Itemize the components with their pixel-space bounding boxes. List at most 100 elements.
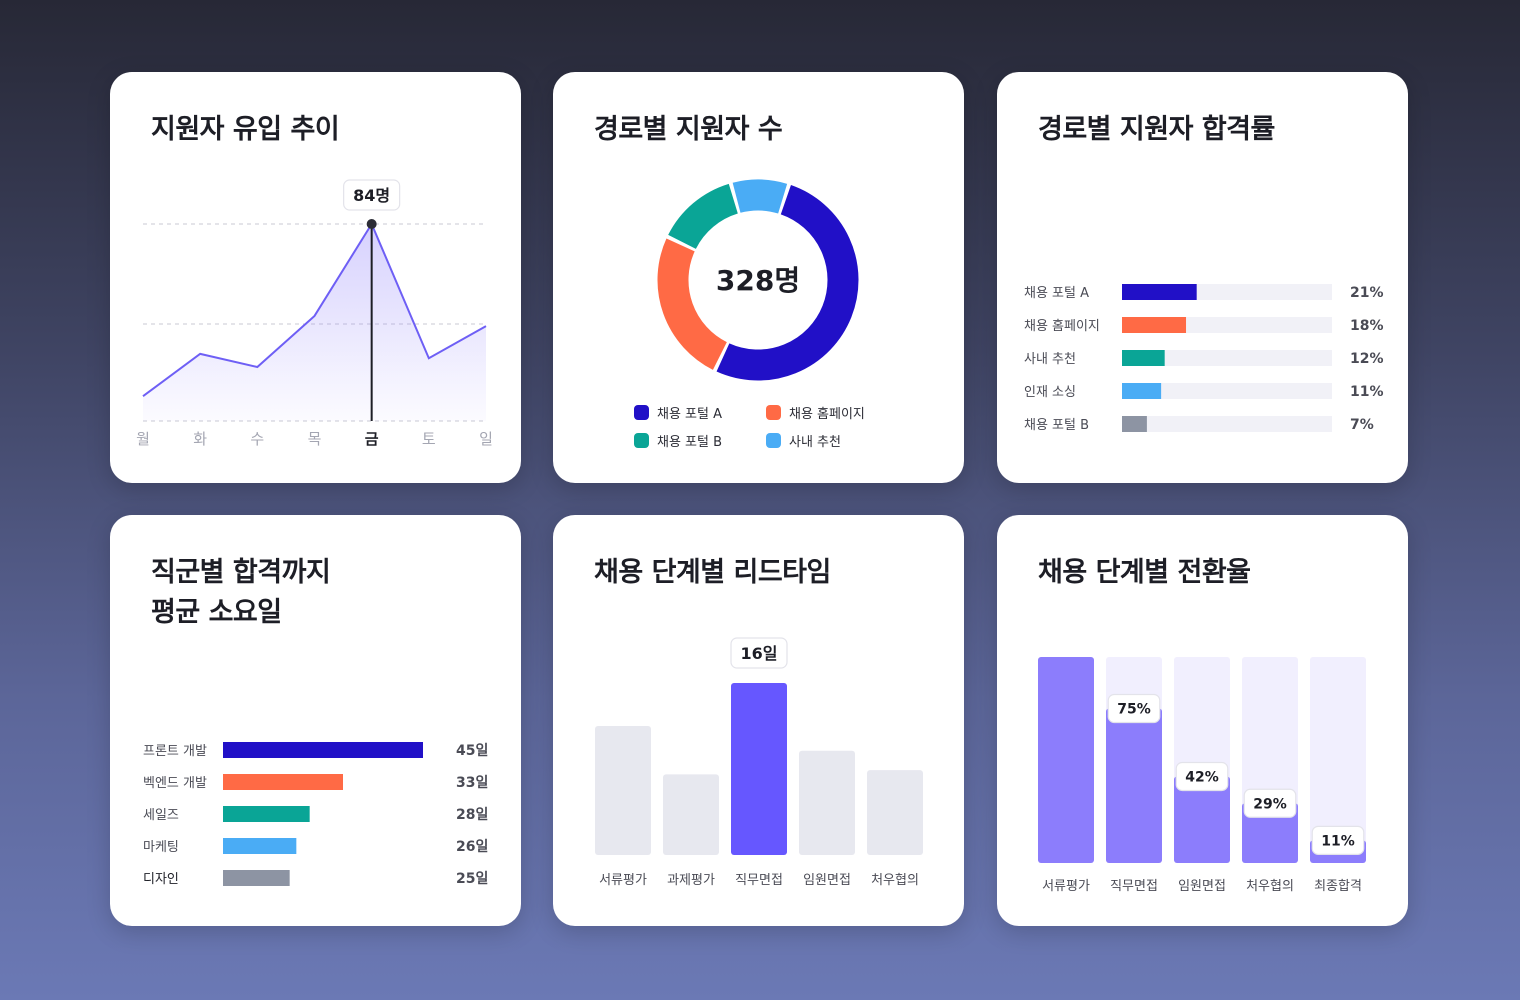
- bar-track: [1122, 416, 1332, 432]
- x-tick-label: 서류평가: [1042, 879, 1090, 894]
- card-pass-rate: 경로별 지원자 합격률 채용 포털 A 21% 채용 홈페이지 18% 사내 추천 12%…: [997, 72, 1408, 483]
- value-badge: [1243, 788, 1297, 818]
- legend-swatch: [634, 433, 649, 448]
- category-label: 디자인: [143, 872, 179, 887]
- value-label: 45일: [456, 743, 488, 759]
- value-label: 11%: [1350, 384, 1384, 400]
- x-tick-label: 임원면접: [803, 873, 851, 888]
- bar: [1122, 317, 1187, 333]
- category-label: 프론트 개발: [143, 744, 207, 759]
- bar-track: [1122, 350, 1332, 366]
- card-applicant-trend: 지원자 유입 추이 84명 월 화 수 목 금 토 일: [110, 72, 521, 483]
- legend-item: 채용 포털 B: [634, 431, 722, 450]
- category-label: 마케팅: [143, 840, 179, 855]
- category-label: 세일즈: [143, 808, 179, 823]
- data-point: [366, 219, 377, 229]
- x-tick-label: 월: [136, 430, 150, 448]
- center-total: 328명: [716, 264, 800, 297]
- donut-slice: [668, 183, 739, 250]
- data-label: 16일: [741, 644, 778, 663]
- data-label: 29%: [1253, 796, 1287, 812]
- bar: [223, 838, 297, 854]
- data-label: 75%: [1117, 702, 1151, 718]
- value-badge: [343, 179, 401, 211]
- bar: [223, 806, 310, 822]
- card-title: 경로별 지원자 합격률: [1038, 114, 1275, 145]
- x-tick-label: 수: [250, 430, 264, 448]
- category-label: 벡엔드 개발: [143, 776, 207, 791]
- legend-swatch: [766, 405, 781, 420]
- bar: [663, 774, 719, 855]
- bar: [1122, 383, 1162, 399]
- category-label: 채용 포털 A: [1024, 286, 1089, 301]
- value-label: 7%: [1350, 417, 1374, 433]
- bar: [867, 770, 923, 855]
- bar: [1242, 803, 1298, 863]
- x-tick-label: 직무면접: [1110, 879, 1158, 894]
- category-label: 인재 소싱: [1024, 385, 1076, 400]
- donut-chart: 328명: [657, 179, 859, 381]
- bar: [1122, 284, 1197, 300]
- bar: [1106, 708, 1162, 863]
- card-leadtime: 채용 단계별 리드타임 서류평가 과제평가 직무면접 16일 임원면접 처우협의: [553, 515, 964, 926]
- card-title: 지원자 유입 추이: [151, 114, 340, 145]
- bar: [223, 742, 423, 758]
- legend-item: 채용 포털 A: [634, 403, 722, 422]
- x-tick-label: 처우협의: [1246, 879, 1294, 894]
- area-fill: [143, 224, 486, 421]
- donut-slice: [657, 238, 728, 370]
- x-tick-label: 과제평가: [667, 873, 715, 888]
- bar: [223, 774, 343, 790]
- x-tick-label: 임원면접: [1178, 879, 1226, 894]
- bar: [595, 726, 651, 855]
- x-tick-label: 일: [479, 430, 493, 448]
- bar-chart: 서류평가 직무면접 75% 임원면접 42% 처우협의 29% 최종합격 11%: [1038, 657, 1366, 894]
- card-title: 채용 단계별 전환율: [1038, 557, 1251, 588]
- category-label: 사내 추천: [1024, 352, 1076, 367]
- bar: [223, 870, 290, 886]
- legend-label: 채용 포털 A: [657, 407, 722, 422]
- value-badge: [1107, 693, 1161, 724]
- x-tick-label: 목: [308, 430, 322, 448]
- x-tick-label: 최종합격: [1314, 879, 1362, 894]
- value-label: 18%: [1350, 318, 1384, 334]
- data-label: 84명: [353, 186, 390, 205]
- card-title: 직군별 합격까지 평균 소요일: [151, 557, 331, 628]
- value-label: 21%: [1350, 285, 1384, 301]
- value-label: 28일: [456, 807, 488, 823]
- legend-item: 사내 추천: [766, 431, 841, 450]
- bar: [1038, 657, 1094, 863]
- category-label: 채용 포털 B: [1024, 418, 1089, 433]
- data-label: 42%: [1185, 770, 1219, 786]
- legend-item: 채용 홈페이지: [766, 403, 865, 422]
- legend-swatch: [634, 405, 649, 420]
- value-badge: [1175, 761, 1229, 792]
- data-label: 11%: [1321, 833, 1355, 849]
- legend-swatch: [766, 433, 781, 448]
- bar: [731, 683, 787, 855]
- value-badge: [1311, 825, 1365, 855]
- bar-track: [1122, 383, 1332, 399]
- donut-slice: [716, 185, 859, 381]
- value-label: 33일: [456, 775, 488, 791]
- value-badge: [730, 637, 788, 669]
- series-line: [142, 221, 487, 397]
- bar: [1122, 350, 1165, 366]
- bar-track: [1310, 657, 1366, 863]
- legend-label: 사내 추천: [789, 435, 841, 450]
- legend-label: 채용 포털 B: [657, 435, 723, 450]
- x-tick-label: 화: [193, 430, 207, 448]
- x-tick-label: 직무면접: [735, 873, 783, 888]
- legend-label: 채용 홈페이지: [789, 407, 865, 422]
- bar: [799, 750, 855, 855]
- x-tick-label: 토: [422, 430, 436, 448]
- value-label: 25일: [456, 871, 488, 887]
- bar: [1122, 416, 1147, 432]
- card-title: 채용 단계별 리드타임: [594, 557, 831, 588]
- card-source-count: 경로별 지원자 수 328명 채용 포털 A 채용 홈페이지 채용 포털 B 사…: [553, 72, 964, 483]
- value-label: 12%: [1350, 351, 1384, 367]
- card-title: 경로별 지원자 수: [594, 114, 783, 145]
